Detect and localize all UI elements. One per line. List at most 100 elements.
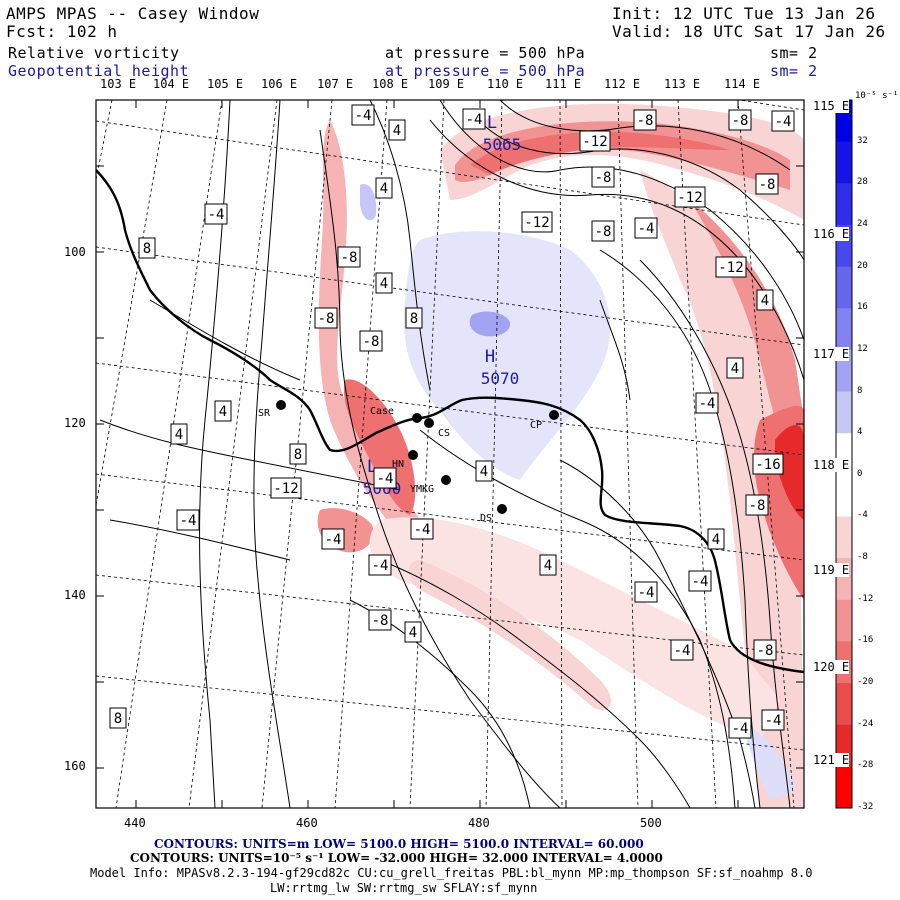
svg-text:-4: -4 (180, 513, 197, 529)
svg-text:-8: -8 (372, 613, 389, 629)
right-lon-label: 120 E (813, 660, 850, 674)
plot-frame (95, 99, 805, 809)
svg-text:8: 8 (410, 311, 418, 327)
vorticity-label: -8 (591, 166, 615, 188)
svg-text:-4: -4 (414, 522, 431, 538)
vorticity-label: -4 (634, 217, 658, 239)
colorbar-swatch (836, 308, 852, 351)
top-lon-label: 106 E (261, 77, 298, 91)
vorticity-label: 4 (404, 621, 422, 643)
vorticity-label: -12 (521, 211, 553, 233)
svg-text:H: H (485, 347, 495, 367)
svg-text:-8: -8 (757, 643, 774, 659)
colorbar-label: 28 (857, 177, 868, 188)
svg-text:4: 4 (731, 361, 739, 377)
svg-text:-4: -4 (765, 713, 782, 729)
svg-text:-12: -12 (273, 481, 298, 497)
station-markers (276, 400, 559, 514)
svg-text:8: 8 (114, 711, 122, 727)
svg-text:-4: -4 (325, 532, 342, 548)
vorticity-label: 4 (707, 528, 725, 550)
top-lon-label: 114 E (724, 77, 761, 91)
colorbar-label: -32 (857, 802, 874, 812)
field-2-smoothing: sm= 2 (770, 62, 818, 80)
colorbar-label: 4 (857, 427, 863, 438)
svg-text:-4: -4 (674, 643, 691, 659)
vorticity-label: -4 (634, 581, 658, 603)
svg-text:4: 4 (409, 625, 417, 641)
svg-text:-4: -4 (638, 221, 655, 237)
vorticity-label: 8 (138, 237, 156, 259)
top-lon-label: 108 E (372, 77, 409, 91)
top-lon-label: 110 E (487, 77, 524, 91)
vorticity-label: 4 (539, 554, 557, 576)
vorticity-label: 4 (170, 423, 188, 445)
right-lon-label: 118 E (813, 458, 850, 472)
top-lon-label: 113 E (664, 77, 701, 91)
top-lon-label: 111 E (545, 77, 582, 91)
vorticity-value-labels: -4 4 -4 -8 -8 -12 -4 -8 4 -12 -8 -4 -12 8 -4 4 -8 -12 -8 8 4… (109, 104, 795, 739)
contours-height-info: CONTOURS: UNITS=m LOW= 5100.0 HIGH= 5100… (154, 837, 644, 851)
vorticity-label: 8 (405, 307, 423, 329)
vorticity-label: -8 (314, 307, 338, 329)
colorbar-label: -24 (857, 718, 874, 729)
valid-time: Valid: 18 UTC Sat 17 Jan 26 (612, 22, 886, 41)
colorbar-swatch (836, 683, 852, 726)
vorticity-label: 4 (375, 272, 393, 294)
y-tick-label: 100 (64, 245, 86, 259)
top-lon-label: 107 E (317, 77, 354, 91)
station-labels: SR Case CS CP HN YMKG DS (258, 406, 542, 524)
contours-vorticity-info: CONTOURS: UNITS=10⁻⁵ s⁻¹ LOW= -32.000 HI… (130, 851, 663, 865)
colorbar-label: -12 (857, 593, 874, 604)
vorticity-label: -4 (176, 509, 200, 531)
negative-vorticity-filament-west (318, 120, 423, 538)
svg-text:-8: -8 (759, 177, 776, 193)
field-1-level: at pressure = 500 hPa (385, 44, 586, 62)
colorbar-swatch (836, 474, 852, 517)
svg-text:-4: -4 (377, 471, 394, 487)
colorbar-label: 8 (857, 385, 863, 396)
negative-vorticity-core-west (343, 379, 416, 515)
vorticity-label: -4 (728, 717, 752, 739)
height-contours (99, 100, 804, 808)
height-center-low: L 5065 (483, 113, 522, 154)
svg-text:-4: -4 (638, 585, 655, 601)
coastline (96, 169, 804, 674)
vorticity-label: -4 (351, 104, 375, 126)
negative-vorticity-band-ne-core (470, 131, 730, 175)
svg-text:4: 4 (393, 123, 401, 139)
svg-text:-12: -12 (524, 215, 549, 231)
vorticity-label: -8 (368, 609, 392, 631)
svg-text:8: 8 (143, 241, 151, 257)
top-lon-label: 109 E (428, 77, 465, 91)
field-2-level: at pressure = 500 hPa (385, 62, 586, 80)
vorticity-label: -4 (373, 467, 397, 489)
height-center-high: H 5070 (481, 347, 520, 388)
colorbar-swatch (836, 183, 852, 226)
vorticity-label: 4 (475, 460, 493, 482)
positive-vorticity-small-nw (360, 184, 377, 221)
svg-text:4: 4 (175, 427, 183, 443)
vorticity-label: -8 (745, 494, 769, 516)
colorbar-label: -4 (857, 510, 868, 521)
vorticity-label: -8 (728, 109, 752, 131)
vorticity-label: 8 (289, 443, 307, 465)
vorticity-label: -12 (674, 186, 706, 208)
svg-text:-12: -12 (718, 260, 743, 276)
colorbar-label: 12 (857, 343, 868, 354)
svg-text:4: 4 (380, 181, 388, 197)
right-lon-label: 116 E (813, 227, 850, 241)
vorticity-label: -8 (753, 639, 777, 661)
top-lon-label: 104 E (153, 77, 190, 91)
svg-text:L: L (367, 457, 377, 477)
svg-text:-4: -4 (732, 721, 749, 737)
colorbar-swatch (836, 766, 852, 809)
vorticity-label: -8 (359, 330, 383, 352)
station-label: YMKG (410, 484, 434, 495)
positive-vorticity-core-central (469, 311, 511, 337)
x-tick-label: 480 (468, 816, 490, 830)
colorbar-label: -8 (857, 552, 868, 563)
colorbar-label: 16 (857, 302, 868, 313)
field-1-smoothing: sm= 2 (770, 44, 818, 62)
